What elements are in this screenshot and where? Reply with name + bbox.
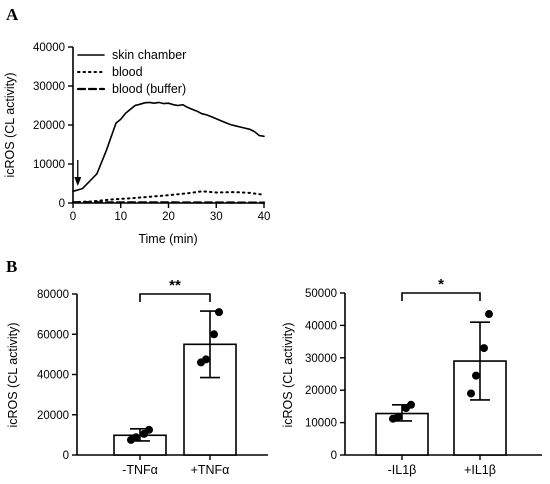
chart-a-y-tick-label: 40000 (33, 42, 65, 54)
chart-b1-category-label: -TNFα (122, 463, 158, 477)
legend-label: blood (112, 65, 143, 79)
chart-b1-data-point (132, 433, 140, 442)
chart-b1-data-point (145, 425, 153, 434)
panel-label-a: A (6, 5, 19, 24)
chart-b2-significance-stars: * (438, 276, 444, 293)
chart-b2-y-tick-label: 50000 (305, 288, 337, 300)
chart-b1-category-label: +TNFα (191, 463, 230, 477)
chart-b2: 0 10000 20000 30000 40000 50000 -IL1β +IL1β * i… (281, 276, 542, 477)
series-line-skin-chamber (72, 101, 265, 193)
chart-b1-data-point (202, 355, 210, 364)
chart-a-x-tick-label: 20 (162, 211, 175, 223)
chart-b2-y-tick-label: 0 (331, 450, 337, 462)
chart-b2-y-tick-label: 30000 (305, 353, 337, 365)
time-marker-arrow (74, 160, 82, 186)
chart-b2-category-label: +IL1β (464, 463, 496, 477)
chart-a: 0 10000 20000 30000 40000 0 10 20 30 40 skin cha… (3, 42, 270, 246)
chart-b2-category-label: -IL1β (388, 463, 417, 477)
chart-b2-data-point (407, 400, 415, 409)
chart-b2-y-tick-label: 10000 (305, 418, 337, 430)
chart-b2-data-point (467, 389, 475, 398)
chart-b2-y-axis-label: icROS (CL activity) (281, 322, 295, 427)
series-line-blood (72, 190, 265, 204)
chart-b1: 0 20000 40000 60000 80000 -TNFα +TNFα ** icROS… (6, 277, 268, 477)
chart-b2-data-point (480, 344, 488, 353)
chart-b2-data-point (472, 371, 480, 380)
chart-a-y-tick-label: 0 (59, 198, 65, 210)
chart-b2-y-tick-label: 20000 (305, 385, 337, 397)
chart-b1-y-tick-label: 60000 (37, 329, 69, 341)
chart-b1-y-axis-label: icROS (CL activity) (6, 322, 20, 427)
legend-label: blood (buffer) (112, 82, 186, 96)
chart-a-x-tick-label: 0 (70, 211, 76, 223)
chart-b2-data-point (394, 412, 402, 421)
chart-b1-data-point (210, 330, 218, 339)
chart-b1-y-tick-label: 40000 (37, 370, 69, 382)
chart-b2-significance-bracket (401, 292, 481, 301)
chart-a-x-tick-label: 30 (210, 211, 223, 223)
chart-a-y-tick-label: 20000 (33, 120, 65, 132)
chart-a-y-tick-label: 30000 (33, 81, 65, 93)
panel-label-b: B (6, 257, 17, 276)
chart-b1-significance-stars: ** (169, 277, 181, 294)
chart-a-y-tick-label: 10000 (33, 159, 65, 171)
chart-a-x-tick-label: 40 (258, 211, 271, 223)
chart-b1-data-point (215, 308, 223, 317)
chart-b1-significance-bracket (139, 293, 211, 302)
legend-label: skin chamber (112, 48, 186, 62)
chart-b2-data-point (485, 310, 493, 319)
chart-a-y-axis-label: icROS (CL activity) (3, 72, 17, 177)
chart-b2-y-tick-label: 40000 (305, 320, 337, 332)
arrow-head (74, 177, 82, 186)
chart-a-x-axis-label: Time (min) (138, 232, 197, 246)
chart-a-x-tick-label: 10 (114, 211, 127, 223)
chart-b1-y-tick-label: 80000 (37, 289, 69, 301)
chart-b1-y-tick-label: 20000 (37, 410, 69, 422)
chart-b1-y-tick-label: 0 (63, 450, 69, 462)
